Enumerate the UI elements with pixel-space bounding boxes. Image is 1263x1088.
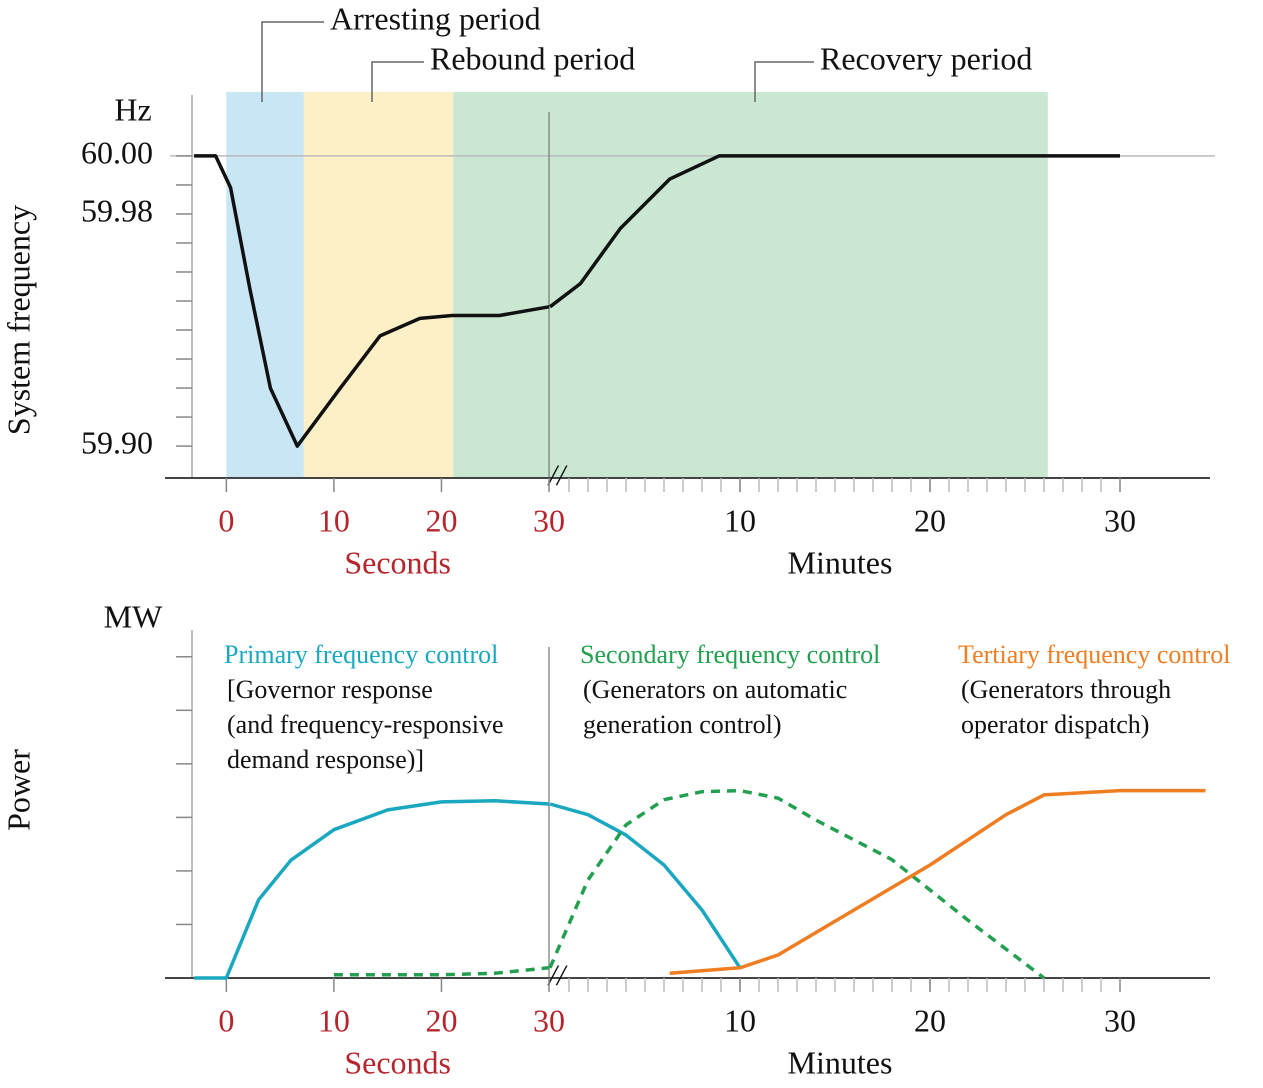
series-line bbox=[194, 154, 550, 448]
y-axis-title: System frequency bbox=[0, 205, 36, 435]
period-band bbox=[453, 92, 1048, 478]
series-note: (Generators through bbox=[961, 675, 1171, 704]
series-name: Tertiary frequency control bbox=[958, 640, 1231, 669]
y-tick-label: 59.90 bbox=[81, 424, 153, 460]
x-tick-label: 20 bbox=[425, 1002, 457, 1038]
series-note: demand response)] bbox=[227, 745, 424, 774]
series-line bbox=[669, 788, 1206, 975]
axis-break: // bbox=[547, 459, 568, 492]
leader-line bbox=[754, 61, 814, 102]
series-note: generation control) bbox=[583, 710, 782, 739]
series-name: Secondary frequency control bbox=[580, 640, 880, 669]
y-axis-title: Power bbox=[0, 749, 36, 831]
x-tick-label: 20 bbox=[914, 502, 946, 538]
x-tick-label: 30 bbox=[1104, 1002, 1136, 1038]
y-tick-label: 60.00 bbox=[81, 134, 153, 170]
x-tick-label: 10 bbox=[318, 502, 350, 538]
x-axis-title: Seconds bbox=[344, 544, 451, 580]
period-band bbox=[226, 92, 304, 478]
x-tick-label: 10 bbox=[724, 1002, 756, 1038]
period-band bbox=[303, 92, 454, 478]
x-tick-label: 20 bbox=[425, 502, 457, 538]
leader-line bbox=[261, 21, 324, 102]
x-tick-label: 30 bbox=[533, 1002, 565, 1038]
x-axis-title: Seconds bbox=[344, 1044, 451, 1080]
period-label: Rebound period bbox=[430, 40, 635, 76]
series-note: (and frequency-responsive bbox=[227, 710, 504, 739]
series-line bbox=[333, 966, 550, 977]
series-note: [Governor response bbox=[227, 675, 433, 704]
x-axis-title: Minutes bbox=[788, 1044, 893, 1080]
series-line bbox=[548, 788, 1046, 980]
x-tick-label: 10 bbox=[318, 1002, 350, 1038]
series-line bbox=[548, 154, 1120, 309]
period-label: Arresting period bbox=[330, 0, 541, 36]
y-tick-label: 59.98 bbox=[81, 192, 153, 228]
leader-line bbox=[371, 61, 424, 102]
series-note: (Generators on automatic bbox=[583, 675, 847, 704]
series-line bbox=[194, 799, 550, 980]
period-label: Recovery period bbox=[820, 40, 1032, 76]
x-axis-title: Minutes bbox=[788, 544, 893, 580]
x-tick-label: 30 bbox=[1104, 502, 1136, 538]
series-line bbox=[549, 802, 742, 969]
series-note: operator dispatch) bbox=[961, 710, 1149, 739]
series-name: Primary frequency control bbox=[224, 640, 498, 669]
x-tick-label: 10 bbox=[724, 502, 756, 538]
x-tick-label: 0 bbox=[218, 1002, 234, 1038]
x-tick-label: 0 bbox=[218, 502, 234, 538]
x-tick-label: 20 bbox=[914, 1002, 946, 1038]
y-unit: MW bbox=[104, 598, 163, 634]
y-unit: Hz bbox=[114, 91, 151, 127]
x-tick-label: 30 bbox=[533, 502, 565, 538]
